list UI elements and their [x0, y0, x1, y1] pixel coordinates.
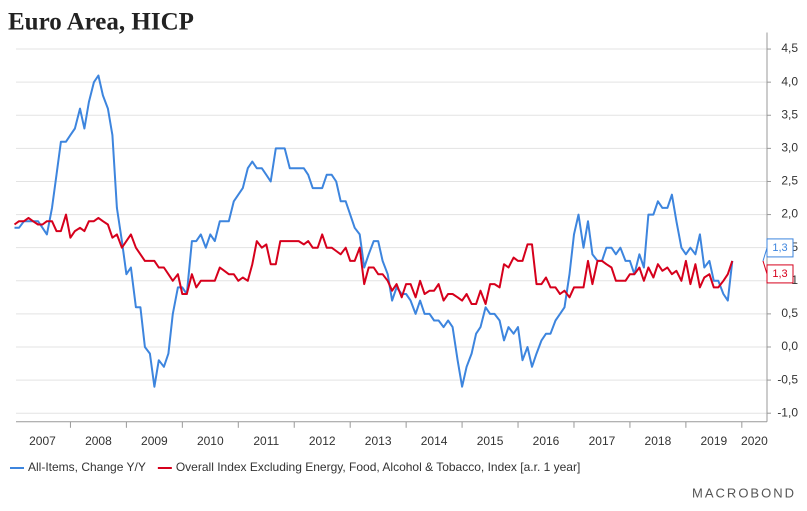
x-tick-label: 2012 [309, 434, 336, 448]
value-label-box [766, 264, 794, 284]
label-connector [762, 260, 768, 275]
y-tick-label: 0,0 [781, 339, 798, 353]
series-line [14, 74, 734, 388]
x-tick-label: 2007 [29, 434, 56, 448]
x-tick-label: 2010 [197, 434, 224, 448]
x-tick-label: 2018 [645, 434, 672, 448]
value-label: 1,3 [772, 268, 787, 280]
x-tick-label: 2011 [253, 434, 279, 448]
x-tick-label: 2020 [741, 434, 768, 448]
label-connector [762, 247, 768, 262]
y-tick-label: 3,0 [781, 141, 798, 155]
x-tick-label: 2008 [85, 434, 112, 448]
x-tick-label: 2016 [533, 434, 560, 448]
x-tick-label: 2014 [421, 434, 448, 448]
legend-label: Overall Index Excluding Energy, Food, Al… [176, 460, 580, 474]
source-logo: MACROBOND [692, 485, 796, 500]
x-tick-label: 2017 [589, 434, 616, 448]
y-tick-label: 2,0 [781, 207, 798, 221]
value-label: 1,3 [772, 242, 787, 254]
y-tick-label: 2,5 [781, 174, 798, 188]
chart-title: Euro Area, HICP [8, 9, 194, 36]
x-tick-label: 2019 [700, 434, 727, 448]
y-tick-label: -0,5 [777, 372, 798, 386]
x-tick-label: 2009 [141, 434, 168, 448]
legend-label: All-Items, Change Y/Y [28, 460, 146, 474]
value-label-box [766, 238, 794, 258]
series-line [13, 213, 734, 305]
y-tick-label: 1 [791, 273, 798, 287]
x-tick-label: 2015 [477, 434, 504, 448]
y-tick-label: 4,5 [781, 41, 798, 55]
y-tick-label: 0,5 [781, 306, 798, 320]
y-tick-label: 4,0 [781, 74, 798, 88]
y-tick-label: 3,5 [781, 107, 798, 121]
y-tick-label: -1,0 [777, 405, 798, 419]
x-tick-label: 2013 [365, 434, 392, 448]
